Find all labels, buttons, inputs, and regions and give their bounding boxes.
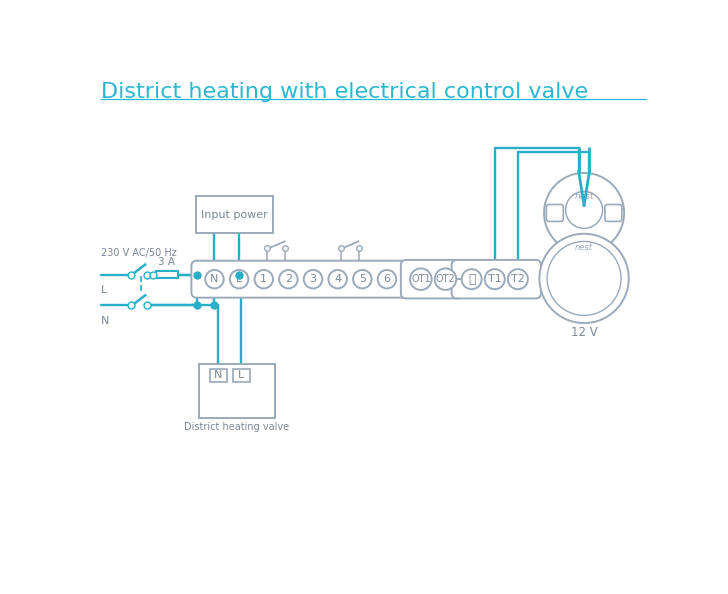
FancyBboxPatch shape	[546, 204, 563, 222]
Text: ⏚: ⏚	[468, 273, 475, 286]
Circle shape	[328, 270, 347, 289]
Circle shape	[378, 270, 396, 289]
Bar	[156, 271, 178, 279]
Circle shape	[508, 269, 528, 289]
Circle shape	[279, 270, 298, 289]
Text: OT2: OT2	[435, 274, 455, 284]
Text: OT1: OT1	[411, 274, 431, 284]
Text: 230 V AC/50 Hz: 230 V AC/50 Hz	[100, 248, 176, 258]
Text: 3: 3	[309, 274, 317, 284]
Circle shape	[205, 270, 223, 289]
Text: T1: T1	[488, 274, 502, 284]
Text: T2: T2	[511, 274, 525, 284]
Circle shape	[230, 270, 248, 289]
Text: N: N	[100, 316, 109, 326]
Circle shape	[485, 269, 505, 289]
Circle shape	[539, 234, 629, 323]
Circle shape	[544, 173, 624, 253]
Circle shape	[435, 268, 456, 290]
Text: N: N	[210, 274, 218, 284]
Circle shape	[353, 270, 371, 289]
Text: 3 A: 3 A	[158, 257, 175, 267]
Bar	[196, 196, 273, 233]
Text: 12 V: 12 V	[571, 326, 598, 339]
Bar	[199, 364, 274, 418]
Text: L: L	[100, 285, 107, 295]
FancyBboxPatch shape	[451, 260, 541, 298]
Text: Input power: Input power	[201, 210, 268, 220]
Bar	[233, 368, 250, 383]
Circle shape	[255, 270, 273, 289]
Text: 2: 2	[285, 274, 292, 284]
Circle shape	[410, 268, 432, 290]
Text: District heating with electrical control valve: District heating with electrical control…	[100, 82, 587, 102]
Text: N: N	[214, 371, 223, 380]
Circle shape	[547, 241, 621, 315]
Text: 5: 5	[359, 274, 366, 284]
Bar	[210, 368, 227, 383]
Circle shape	[304, 270, 323, 289]
Text: nest: nest	[574, 191, 594, 201]
Text: L: L	[238, 371, 245, 380]
FancyBboxPatch shape	[191, 261, 410, 298]
Text: 4: 4	[334, 274, 341, 284]
Circle shape	[462, 269, 482, 289]
Text: L: L	[236, 274, 242, 284]
FancyBboxPatch shape	[401, 260, 464, 298]
Text: District heating valve: District heating valve	[184, 422, 289, 432]
Text: 1: 1	[261, 274, 267, 284]
Text: nest: nest	[575, 243, 593, 252]
Circle shape	[566, 191, 603, 228]
FancyBboxPatch shape	[605, 204, 622, 222]
Text: 6: 6	[384, 274, 390, 284]
